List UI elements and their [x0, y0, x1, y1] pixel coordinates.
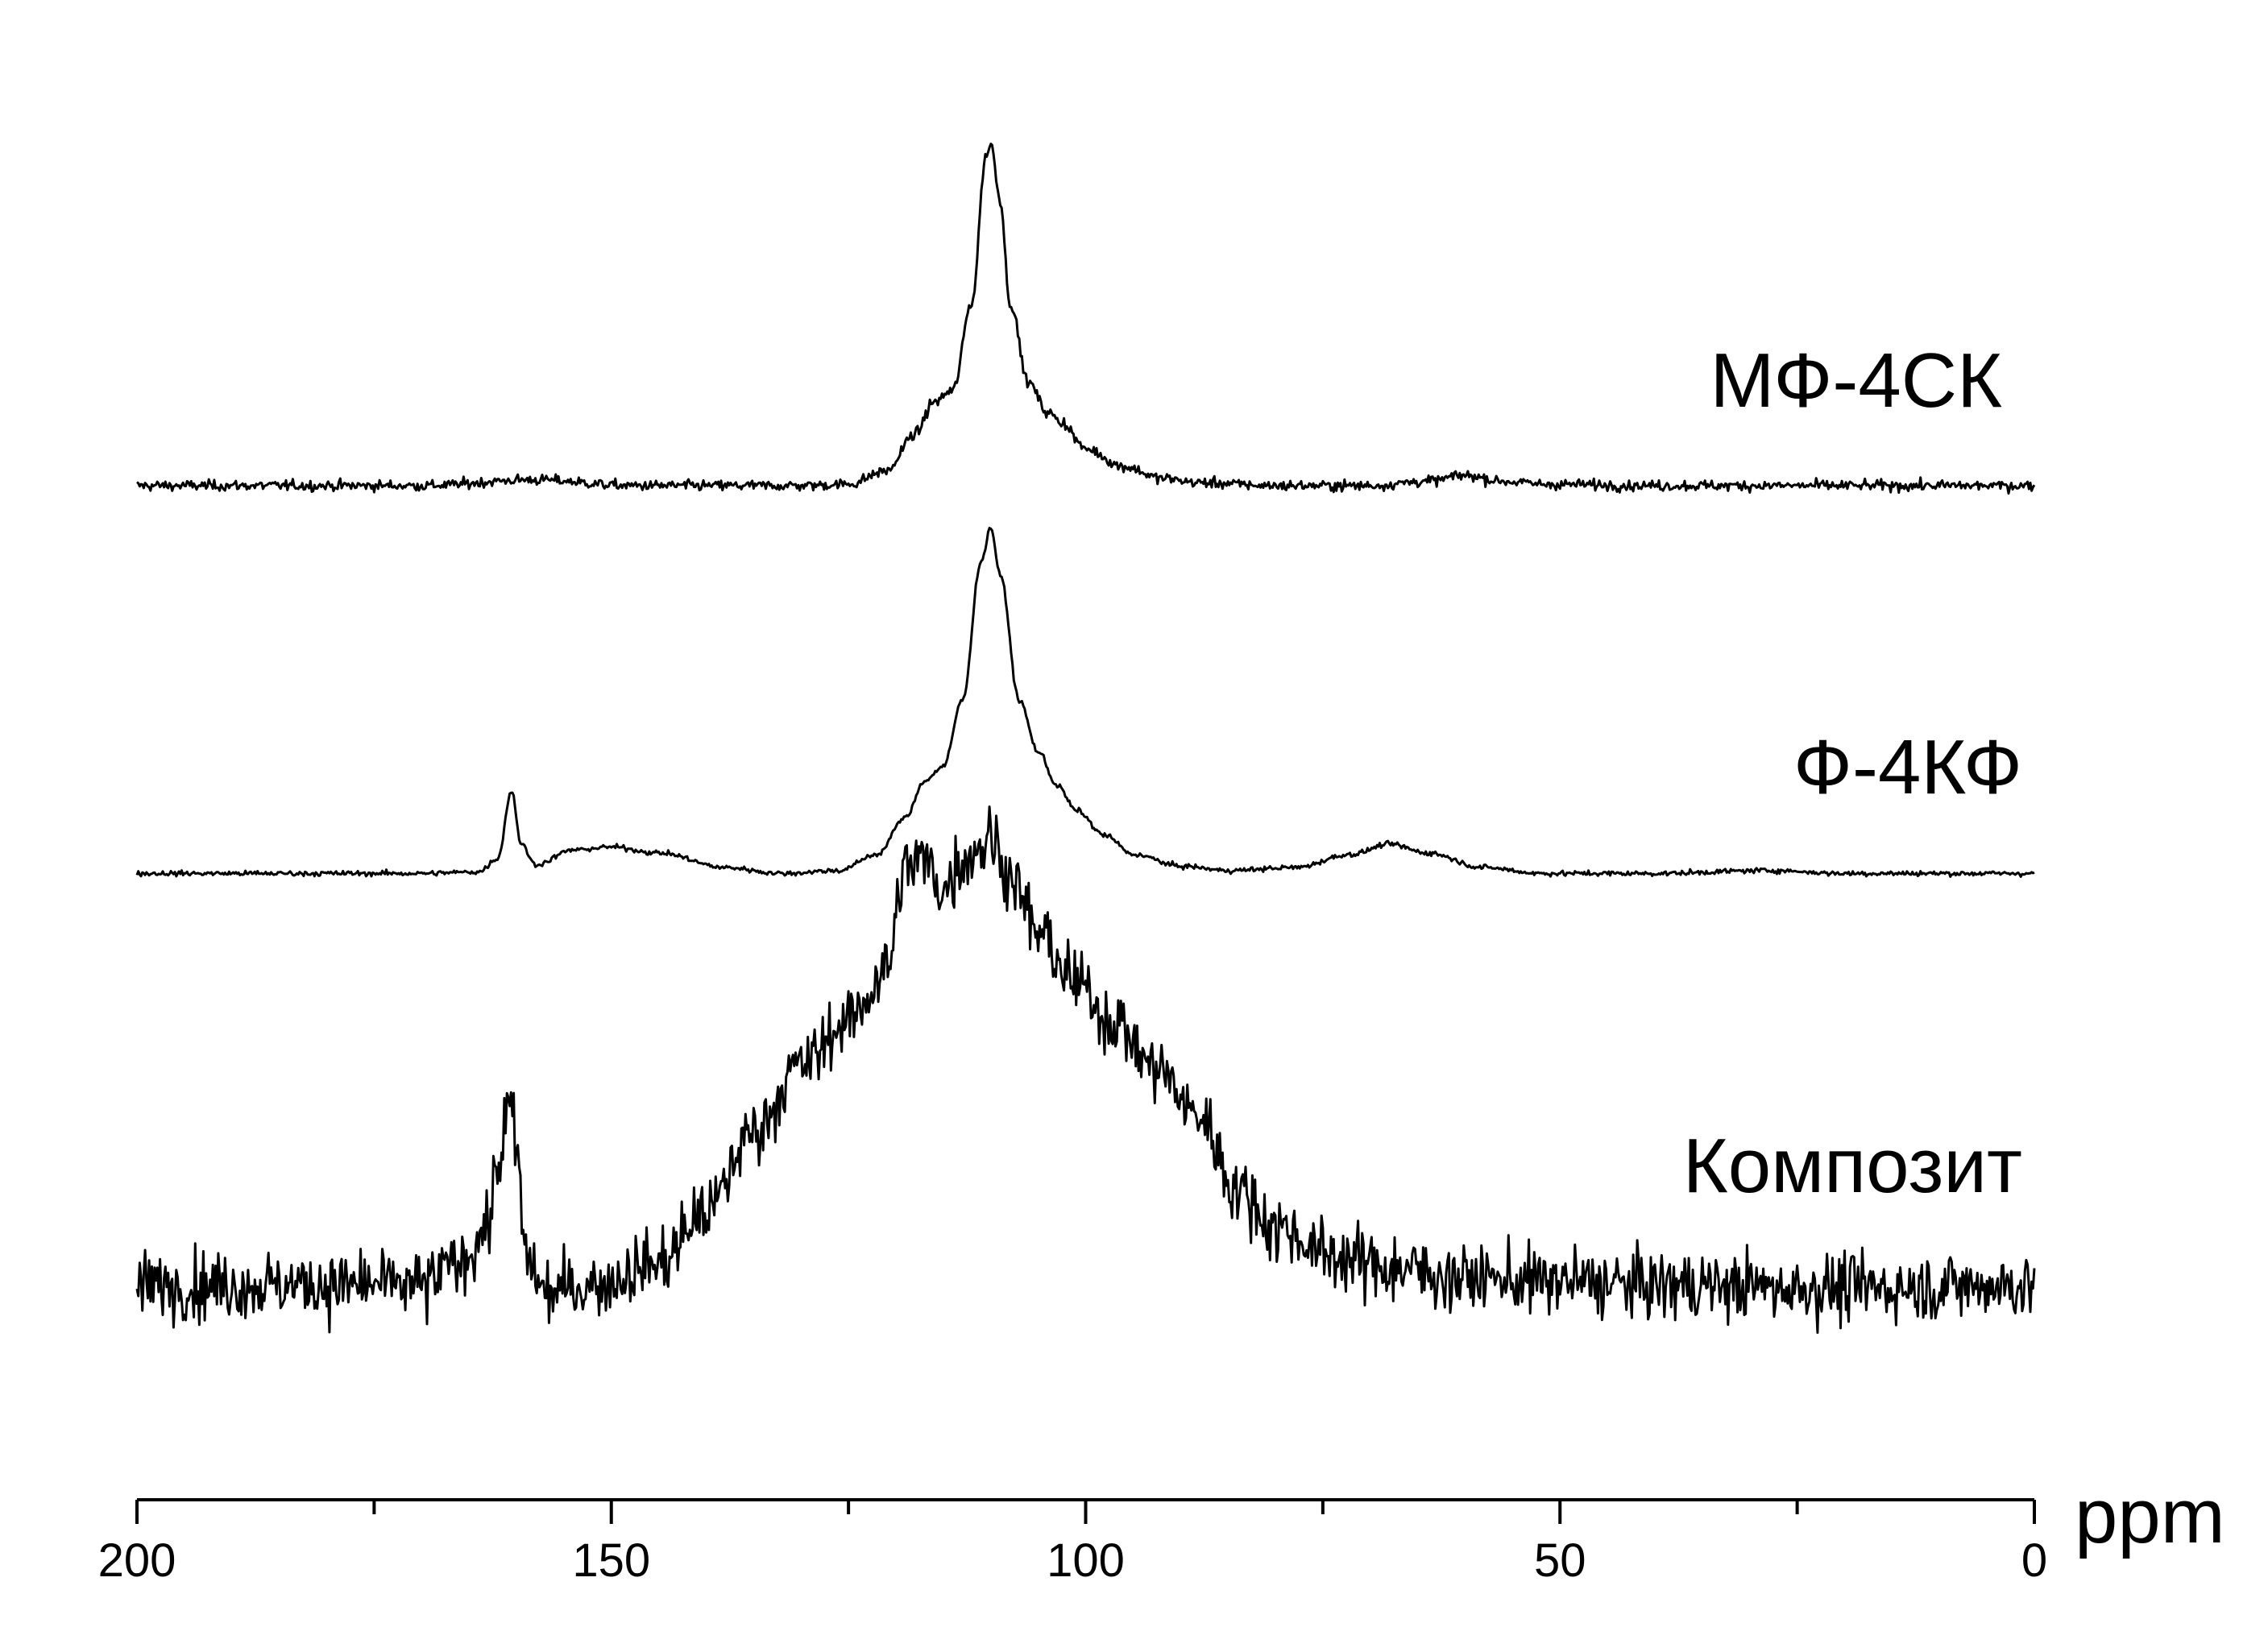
x-tick-label: 100: [1047, 1534, 1125, 1587]
series-label-mf4sk: МФ-4СК: [1710, 337, 2003, 424]
series-labels: МФ-4СК Ф-4КФ Композит: [1683, 337, 2022, 1209]
x-tick-label: 0: [2021, 1534, 2047, 1587]
series-label-f4kf: Ф-4КФ: [1793, 724, 2022, 810]
series-line-0: [136, 143, 2036, 495]
series-line-1: [135, 527, 2035, 878]
x-axis: 200 150 100 50 0: [98, 1498, 2047, 1587]
x-axis-unit-label: ppm: [2075, 1473, 2225, 1559]
x-tick-label: 200: [98, 1534, 176, 1587]
x-tick-label: 50: [1534, 1534, 1586, 1587]
series-line-2: [135, 805, 2036, 1334]
spectra-traces: [135, 143, 2036, 1334]
x-tick-label: 150: [572, 1534, 650, 1587]
series-label-kompozit: Композит: [1683, 1123, 2022, 1209]
